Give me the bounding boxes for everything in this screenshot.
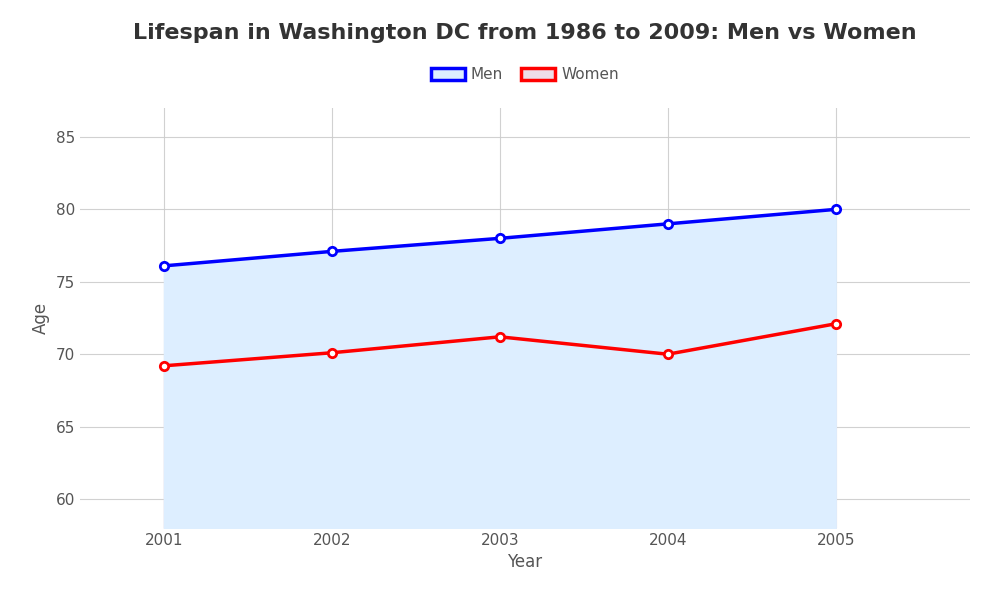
X-axis label: Year: Year bbox=[507, 553, 543, 571]
Title: Lifespan in Washington DC from 1986 to 2009: Men vs Women: Lifespan in Washington DC from 1986 to 2… bbox=[133, 23, 917, 43]
Legend: Men, Women: Men, Women bbox=[425, 61, 625, 88]
Y-axis label: Age: Age bbox=[32, 302, 50, 334]
